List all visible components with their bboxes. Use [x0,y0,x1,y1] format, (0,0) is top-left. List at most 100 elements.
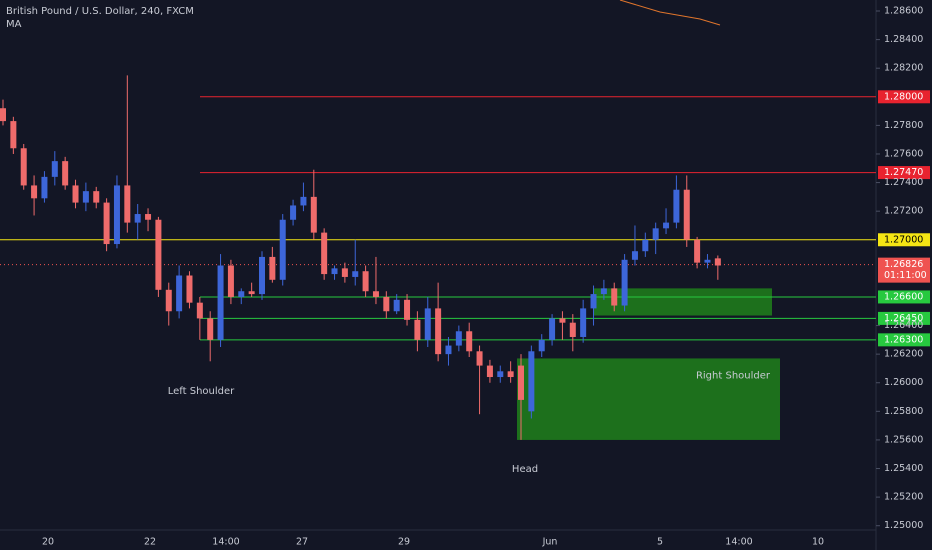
y-tick-label: 1.26000 [884,377,923,388]
zone-label: Right Shoulder [696,370,771,381]
zone [593,288,772,316]
candle-body [383,296,390,312]
candle-body [694,239,701,263]
candle-body [259,256,265,295]
candle-body [300,196,307,206]
candle-body [497,371,504,378]
countdown-label: 01:11:00 [884,270,927,281]
candle-body [31,185,38,199]
level-label-box [878,333,930,347]
candle-body [186,275,193,303]
candle-body [362,271,369,292]
level-label: 1.27000 [884,234,923,245]
candle-body [714,258,721,266]
candle-body [62,161,69,186]
candle-body [404,299,411,320]
annotation: Left Shoulder [168,386,235,397]
candle-body [549,318,556,340]
candle-body [103,202,110,245]
y-tick-label: 1.27600 [884,148,923,159]
candle-body [611,288,618,306]
y-tick-label: 1.25000 [884,520,923,531]
level-label: 1.26450 [884,313,923,324]
y-tick-label: 1.25800 [884,406,923,417]
candle-body [580,308,587,337]
candle-body [538,339,545,352]
candle-body [238,291,245,297]
x-tick-label: 20 [42,537,54,548]
level-label-box [878,166,930,180]
candle-body [248,291,255,295]
candle-body [673,189,680,223]
candle-body [486,365,493,378]
candle-body [93,191,100,203]
candle-body [435,308,442,355]
candle-body [445,345,452,355]
candle-body [82,191,89,203]
candle-body [424,308,431,340]
candle-body [507,371,514,378]
level-label: 1.26300 [884,334,923,345]
y-tick-label: 1.27800 [884,120,923,131]
candle-body [352,271,359,277]
level-label-box [878,90,930,104]
candle-body [455,331,462,346]
x-tick-label: 5 [657,537,663,548]
candle-body [0,108,6,122]
candle-body [20,148,27,186]
candle-body [51,161,58,177]
y-tick-label: 1.26200 [884,349,923,360]
zone [517,358,780,440]
candle-body [176,275,183,312]
candle-body [113,185,120,245]
x-tick-label: 14:00 [725,537,752,548]
x-tick-label: 10 [812,537,824,548]
annotation: Head [512,464,538,475]
candle-body [310,196,317,233]
level-label-box [878,290,930,304]
candle-body [196,302,203,319]
candle-body [227,265,234,297]
y-tick-label: 1.27400 [884,177,923,188]
ma-line [619,0,721,26]
candle-body [652,228,659,240]
candle-body [631,251,638,260]
candle-body [72,185,79,203]
x-tick-label: 14:00 [212,537,239,548]
candle-body [393,299,400,312]
candle-body [600,288,607,295]
candle-body [217,265,224,340]
candle-body [269,256,276,280]
candle-body [134,214,141,223]
last-price-label: 1.26826 [884,259,923,270]
candle-body [466,331,473,352]
y-tick-label: 1.28600 [884,6,923,17]
candle-body [124,185,131,223]
indicator-label: MA [6,19,22,30]
candle-body [590,294,597,309]
candle-body [569,322,576,337]
candle-body [41,176,48,199]
candle-body [10,121,17,149]
candle-body [145,214,152,220]
candle-body [621,259,628,306]
candle-body [290,205,297,220]
level-label: 1.26600 [884,291,923,302]
level-label: 1.28000 [884,91,923,102]
y-tick-label: 1.27200 [884,206,923,217]
candle-body [663,222,670,229]
y-tick-label: 1.28200 [884,63,923,74]
candle-body [559,318,566,323]
y-tick-label: 1.28400 [884,34,923,45]
level-label-box [878,233,930,247]
y-tick-label: 1.25600 [884,434,923,445]
x-tick-label: 22 [144,537,156,548]
candle-body [207,318,214,340]
x-tick-label: 29 [398,537,410,548]
candle-body [704,259,711,263]
candle-body [321,232,328,275]
x-tick-label: 27 [296,537,308,548]
y-tick-label: 1.26400 [884,320,923,331]
